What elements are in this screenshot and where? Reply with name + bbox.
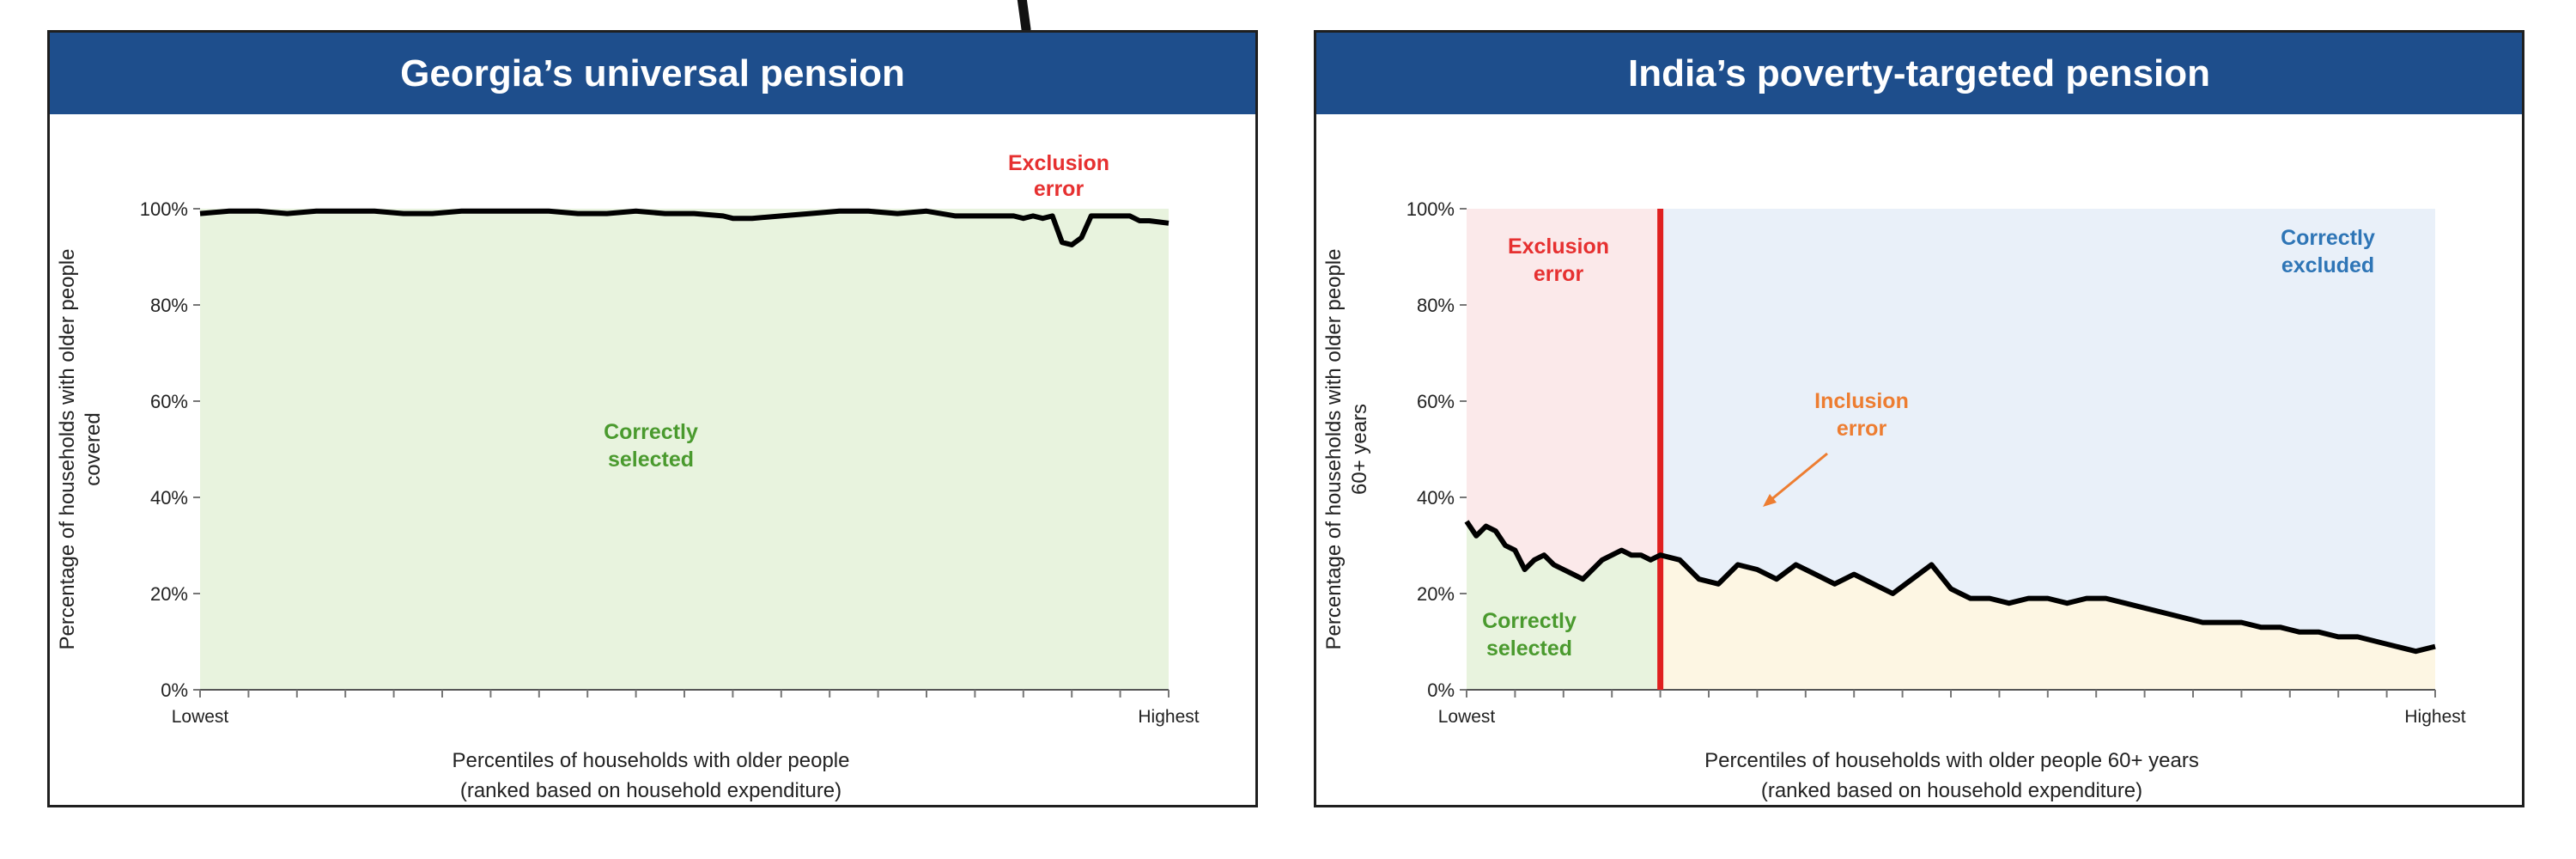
india-chart-title: India’s poverty-targeted pension <box>1316 33 2522 114</box>
pen-stroke-mark <box>1017 0 1031 34</box>
india-pension-panel: India’s poverty-targeted pension 0% 20% 40… <box>1314 30 2524 807</box>
georgia-x-axis-title-2: (ranked based on household expenditure) <box>460 779 841 802</box>
india-y-axis-title-1: Percentage of households with older peop… <box>1322 249 1346 650</box>
georgia-y-tick-label: 80% <box>150 295 188 316</box>
inclusion-error-arrow <box>1769 452 1828 503</box>
georgia-exclusion-error-label-2: error <box>1034 177 1084 201</box>
georgia-chart: 0% 20% 40% 60% 80% 100% Lowest Highest Exclus… <box>56 151 1200 802</box>
india-inclusion-error-label-2: error <box>1837 417 1887 441</box>
georgia-x-tick-highest: Highest <box>1138 707 1199 727</box>
india-correctly-selected-area <box>1467 521 1661 690</box>
india-correctly-selected-label-2: selected <box>1486 637 1572 661</box>
georgia-y-tick-label: 20% <box>150 583 188 605</box>
georgia-y-axis-title-2: covered <box>82 412 105 485</box>
india-y-tick-label: 60% <box>1417 391 1455 412</box>
india-y-tick-label: 20% <box>1417 583 1455 605</box>
india-y-tick-label: 80% <box>1417 295 1455 316</box>
georgia-pension-panel: Georgia’s universal pension 0% 20% 40% 60% 8… <box>47 30 1258 807</box>
india-y-tick-label: 0% <box>1427 679 1455 701</box>
georgia-y-axis-title-1: Percentage of households with older peop… <box>56 249 79 650</box>
india-x-tick-lowest: Lowest <box>1438 707 1496 727</box>
georgia-y-tick-label: 0% <box>161 679 188 701</box>
georgia-correctly-selected-label-2: selected <box>608 448 694 472</box>
india-correctly-excluded-label-1: Correctly <box>2281 226 2375 250</box>
georgia-correctly-selected-label-1: Correctly <box>604 420 698 444</box>
india-y-tick-label: 100% <box>1406 198 1455 220</box>
india-correctly-excluded-label-2: excluded <box>2281 253 2374 277</box>
india-coverage-line <box>1464 520 2436 655</box>
inclusion-error-arrow-head <box>1763 494 1777 507</box>
georgia-x-tick-lowest: Lowest <box>172 707 229 727</box>
india-x-tick-highest: Highest <box>2404 707 2465 727</box>
georgia-y-tick-label: 60% <box>150 391 188 412</box>
india-x-axis-title-2: (ranked based on household expenditure) <box>1761 779 2142 802</box>
india-exclusion-error-label-1: Exclusion <box>1508 235 1609 259</box>
georgia-x-axis-title-1: Percentiles of households with older peo… <box>453 749 850 772</box>
georgia-coverage-area <box>200 210 1169 691</box>
georgia-coverage-line <box>199 208 1170 247</box>
india-y-tick-label: 40% <box>1417 487 1455 509</box>
india-exclusion-error-label-2: error <box>1534 262 1584 286</box>
georgia-y-tick-label: 100% <box>140 198 188 220</box>
georgia-chart-title: Georgia’s universal pension <box>50 33 1255 114</box>
india-correctly-selected-label-1: Correctly <box>1482 609 1577 633</box>
india-chart: 0% 20% 40% 60% 80% 100% Lowest Highest Exclus… <box>1322 198 2466 802</box>
georgia-exclusion-error-label-1: Exclusion <box>1008 151 1109 175</box>
india-x-axis-title-1: Percentiles of households with older peo… <box>1704 749 2199 772</box>
india-y-axis-title-2: 60+ years <box>1348 404 1371 495</box>
india-inclusion-error-label-1: Inclusion <box>1814 389 1909 413</box>
georgia-y-tick-label: 40% <box>150 487 188 509</box>
india-inclusion-error-area <box>1660 555 2435 690</box>
